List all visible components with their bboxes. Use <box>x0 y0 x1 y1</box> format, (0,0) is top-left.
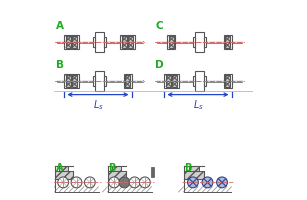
Bar <box>93 76 95 86</box>
Bar <box>93 37 95 47</box>
Text: C: C <box>156 21 163 31</box>
Bar <box>55 171 73 179</box>
Bar <box>66 42 71 48</box>
Bar <box>123 74 131 88</box>
Bar <box>64 35 79 49</box>
Bar <box>66 81 71 87</box>
Circle shape <box>119 177 130 188</box>
Bar <box>72 81 77 87</box>
Bar <box>223 35 231 49</box>
Bar <box>104 76 106 86</box>
Bar <box>195 32 204 52</box>
Bar <box>125 75 130 81</box>
Bar <box>151 167 154 177</box>
Circle shape <box>139 177 150 188</box>
Bar <box>104 37 106 47</box>
Circle shape <box>217 177 227 188</box>
Circle shape <box>71 177 82 188</box>
Bar <box>66 36 71 42</box>
Bar <box>112 166 121 171</box>
Text: $\mathit{L_s}$: $\mathit{L_s}$ <box>192 98 203 112</box>
Bar <box>157 80 243 82</box>
Bar <box>184 167 231 193</box>
Circle shape <box>84 177 95 188</box>
Bar <box>72 36 77 42</box>
Bar <box>128 42 134 48</box>
Bar <box>157 41 243 43</box>
Text: B: B <box>56 60 64 70</box>
Text: A: A <box>56 163 63 173</box>
Circle shape <box>129 177 140 188</box>
Bar <box>107 171 126 179</box>
Bar <box>223 74 231 88</box>
Bar <box>225 81 230 87</box>
Bar <box>188 166 199 171</box>
Bar <box>193 76 195 86</box>
Bar <box>122 36 127 42</box>
Circle shape <box>58 177 68 188</box>
Bar <box>55 167 99 193</box>
Bar <box>204 37 206 47</box>
Bar <box>128 36 134 42</box>
Bar <box>225 75 230 81</box>
Bar <box>204 76 206 86</box>
Bar <box>56 80 142 82</box>
Bar <box>225 36 230 42</box>
Bar <box>95 32 104 52</box>
Bar <box>125 81 130 87</box>
Bar <box>120 35 134 49</box>
Bar <box>66 75 71 81</box>
Bar <box>169 36 174 42</box>
Bar <box>184 171 204 179</box>
Text: $\mathit{L_s}$: $\mathit{L_s}$ <box>92 98 103 112</box>
Bar <box>72 75 77 81</box>
Text: D: D <box>156 60 164 70</box>
Bar <box>64 74 79 88</box>
Bar <box>72 42 77 48</box>
Bar <box>95 71 104 91</box>
Bar <box>172 81 177 87</box>
Bar <box>172 75 177 81</box>
Circle shape <box>202 177 213 188</box>
Bar <box>195 71 204 91</box>
Bar <box>165 74 179 88</box>
Bar <box>168 35 176 49</box>
Circle shape <box>109 177 119 188</box>
Circle shape <box>188 177 198 188</box>
Bar <box>122 42 127 48</box>
Text: A: A <box>56 21 64 31</box>
Bar <box>56 41 142 43</box>
Bar <box>107 167 151 193</box>
Text: B: B <box>108 163 116 173</box>
Bar <box>193 37 195 47</box>
Bar <box>225 42 230 48</box>
Bar <box>165 75 171 81</box>
Bar <box>59 166 68 171</box>
Text: B: B <box>185 163 192 173</box>
Bar <box>169 42 174 48</box>
Bar <box>165 81 171 87</box>
